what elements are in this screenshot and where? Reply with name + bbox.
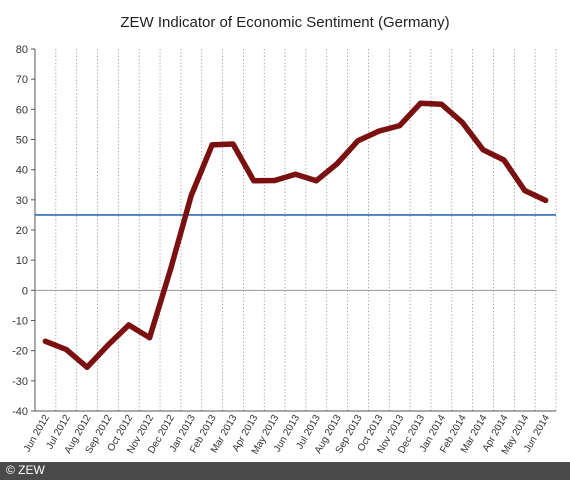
y-tick-label: 70: [16, 74, 28, 86]
footer-bar: © ZEW: [0, 462, 570, 480]
data-point: [459, 119, 465, 125]
axis-layer: [34, 49, 556, 412]
series-line: [42, 100, 549, 371]
data-point: [105, 342, 111, 348]
data-point: [376, 128, 382, 134]
data-point: [272, 177, 278, 184]
data-point: [42, 338, 49, 344]
y-tick-label: 20: [16, 225, 28, 237]
data-point: [126, 322, 132, 328]
y-tick-label: -20: [12, 346, 28, 358]
data-point: [480, 147, 486, 153]
data-point: [522, 187, 528, 194]
data-point: [251, 178, 257, 184]
y-tick-label: -30: [12, 376, 28, 388]
y-tick-label: 80: [16, 44, 28, 56]
chart-title: ZEW Indicator of Economic Sentiment (Ger…: [120, 14, 450, 31]
data-point: [209, 142, 215, 148]
data-point: [397, 123, 403, 129]
data-point: [147, 335, 153, 341]
y-tick-label: 40: [16, 165, 28, 177]
y-tick-label: -10: [12, 316, 28, 328]
y-tick-label: 50: [16, 135, 28, 147]
y-tick-label: 10: [16, 255, 28, 267]
series-layer: [42, 100, 549, 371]
y-tick-label: -40: [12, 406, 28, 418]
y-tick-label: 60: [16, 104, 28, 116]
data-point: [334, 161, 340, 167]
y-tick-labels: 80 70 60 50 40 30 20 10 0 -10 -20 -30 -40: [12, 44, 35, 418]
grid-layer: [34, 49, 557, 411]
data-point: [501, 157, 507, 163]
data-point: [230, 141, 236, 147]
data-point: [292, 171, 299, 177]
data-point: [167, 266, 174, 273]
data-point: [84, 364, 90, 370]
copyright-text: © ZEW: [6, 463, 45, 477]
data-point: [438, 101, 444, 107]
data-point: [313, 178, 319, 184]
data-point: [63, 346, 69, 353]
data-point: [188, 192, 194, 198]
data-point: [355, 138, 361, 144]
data-point: [542, 197, 549, 204]
y-tick-label: 30: [16, 195, 28, 207]
y-tick-label: 0: [22, 285, 28, 297]
data-point: [417, 100, 424, 106]
